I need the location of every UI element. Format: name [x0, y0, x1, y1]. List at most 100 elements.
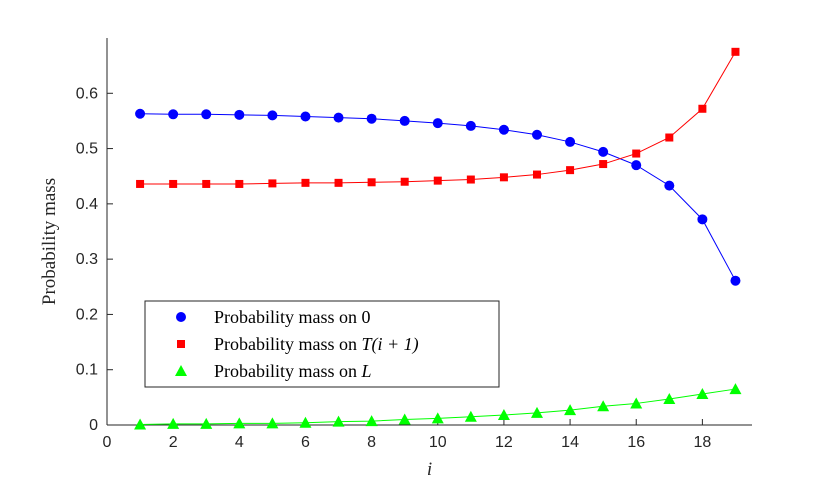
data-point: [632, 149, 641, 158]
data-point: [365, 415, 378, 427]
data-point: [201, 109, 212, 120]
data-point: [367, 178, 376, 187]
x-tick-label: 18: [693, 434, 711, 451]
data-point: [334, 178, 343, 187]
data-point: [433, 176, 442, 185]
legend-marker: [175, 365, 187, 376]
data-point: [665, 133, 674, 142]
legend-box: [144, 300, 500, 388]
x-tick-label: 12: [495, 434, 513, 451]
legend-marker: [176, 312, 186, 322]
data-point: [301, 178, 310, 187]
legend-marker: [177, 340, 185, 348]
x-tick-label: 0: [103, 434, 112, 451]
legend-item-probability-mass-on-t: Probability mass on T(i + 1): [177, 334, 419, 355]
data-point: [664, 180, 675, 191]
data-point: [498, 124, 509, 135]
data-point: [663, 393, 676, 405]
data-point: [333, 112, 344, 123]
y-tick-label: 0.6: [76, 85, 98, 102]
data-point: [202, 179, 211, 188]
legend-label: Probability mass on T(i + 1): [214, 334, 419, 355]
data-point: [268, 179, 277, 188]
data-point: [465, 120, 476, 131]
legend-label-prefix: Probability mass on: [214, 334, 362, 354]
data-point: [597, 400, 610, 412]
data-point: [399, 115, 410, 126]
series-layer: [134, 47, 742, 430]
x-tick-label: 6: [301, 434, 310, 451]
y-tick-label: 0: [89, 417, 98, 434]
data-point: [564, 404, 577, 416]
legend-label-prefix: Probability mass on: [214, 307, 362, 327]
data-point: [167, 417, 180, 429]
x-tick-label: 10: [429, 434, 447, 451]
data-point: [598, 146, 609, 157]
legend-item-probability-mass-on-0: Probability mass on 0: [176, 307, 371, 327]
data-point: [432, 118, 443, 129]
data-point: [599, 160, 608, 169]
y-tick-label: 0.5: [76, 141, 98, 158]
data-point: [400, 177, 409, 186]
data-point: [532, 129, 542, 140]
data-point: [533, 170, 541, 179]
legend-label: Probability mass on L: [214, 361, 372, 381]
x-axis-label: i: [427, 459, 432, 480]
data-point: [531, 406, 543, 418]
legend-label-math: L: [361, 361, 372, 381]
data-point: [631, 160, 642, 171]
data-point: [135, 108, 146, 119]
data-point: [266, 417, 279, 429]
data-point: [499, 173, 508, 182]
data-point: [398, 413, 411, 425]
series-probability-mass-on-0: [135, 108, 741, 286]
x-tick-label: 16: [627, 434, 645, 451]
data-point: [366, 113, 377, 124]
x-tick-label: 8: [367, 434, 376, 451]
data-point: [136, 179, 145, 188]
data-point: [233, 417, 246, 429]
axes: 0 2 4 6 8 10 12 14 16 18 0 0.1 0.2 0.3 0.4 0.5 0.6 i Proba…: [39, 38, 752, 480]
data-point: [234, 109, 245, 120]
series-probability-mass-on-t: [136, 47, 740, 188]
data-point: [168, 109, 179, 120]
legend-label-math: T(i + 1): [362, 334, 419, 355]
series-line-probability-mass-on-t: [140, 51, 736, 185]
legend-label: Probability mass on 0: [214, 307, 371, 327]
x-tick-label: 4: [235, 434, 244, 451]
series-line-probability-mass-on-0: [140, 113, 736, 281]
data-point: [235, 179, 244, 188]
series-probability-mass-on-l: [134, 383, 742, 430]
legend-label-math: 0: [362, 307, 371, 327]
data-point: [731, 47, 740, 56]
data-point: [332, 415, 345, 427]
data-point: [630, 397, 643, 409]
y-tick-label: 0.4: [76, 196, 98, 213]
data-point: [267, 110, 278, 121]
data-point: [299, 416, 312, 428]
data-point: [566, 166, 575, 175]
data-point: [696, 388, 709, 400]
data-point: [729, 383, 742, 395]
data-point: [565, 136, 576, 147]
legend-label-prefix: Probability mass on: [214, 361, 362, 381]
y-tick-label: 0.2: [76, 306, 98, 323]
data-point: [300, 111, 311, 122]
data-point: [730, 275, 741, 286]
x-tick-label: 14: [561, 434, 579, 451]
data-point: [698, 104, 707, 113]
data-point: [464, 410, 477, 422]
data-point: [697, 214, 708, 225]
data-point: [169, 179, 178, 188]
data-point: [466, 175, 475, 184]
y-tick-label: 0.3: [76, 251, 98, 268]
y-tick-label: 0.1: [76, 362, 98, 379]
data-point: [134, 418, 147, 430]
x-tick-label: 2: [169, 434, 178, 451]
data-point: [497, 409, 510, 421]
y-axis-label: Probability mass: [39, 178, 60, 305]
legend-item-probability-mass-on-l: Probability mass on L: [175, 361, 372, 381]
data-point: [431, 412, 444, 424]
data-point: [200, 417, 213, 429]
